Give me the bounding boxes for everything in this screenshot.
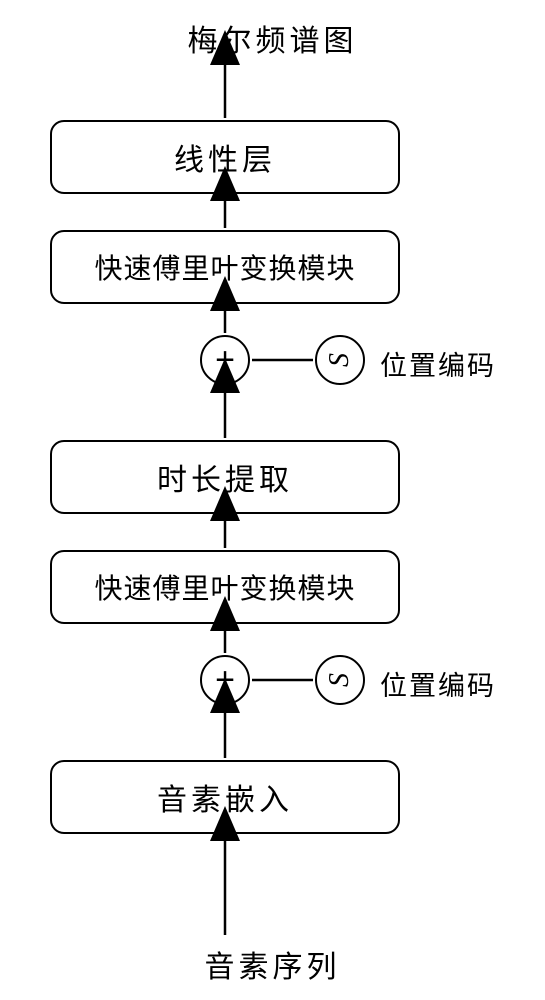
adder2-label: 位置编码 xyxy=(380,344,496,383)
adder2-label-text: 位置编码 xyxy=(380,351,496,381)
box-linear: 线性层 xyxy=(50,120,400,194)
s-icon: S xyxy=(326,673,354,687)
box-linear-label: 线性层 xyxy=(174,135,276,179)
adder1-plus: + xyxy=(200,655,250,705)
adder1-label-text: 位置编码 xyxy=(380,671,496,701)
plus-icon: + xyxy=(215,663,235,697)
output-label-text: 梅尔频谱图 xyxy=(188,25,358,58)
diagram-canvas: 梅尔频谱图 线性层 快速傅里叶变换模块 时长提取 快速傅里叶变换模块 音素嵌入 … xyxy=(0,0,545,1000)
s-icon: S xyxy=(326,353,354,367)
plus-icon: + xyxy=(215,343,235,377)
input-label-text: 音素序列 xyxy=(205,951,341,984)
box-fft2-label: 快速傅里叶变换模块 xyxy=(94,247,355,287)
adder1-s: S xyxy=(315,655,365,705)
adder2-plus: + xyxy=(200,335,250,385)
input-label: 音素序列 xyxy=(0,942,545,986)
box-fft2: 快速傅里叶变换模块 xyxy=(50,230,400,304)
box-duration-label: 时长提取 xyxy=(157,455,293,499)
box-fft1-label: 快速傅里叶变换模块 xyxy=(94,567,355,607)
box-duration: 时长提取 xyxy=(50,440,400,514)
output-label: 梅尔频谱图 xyxy=(0,16,545,60)
adder1-label: 位置编码 xyxy=(380,664,496,703)
box-embed-label: 音素嵌入 xyxy=(157,775,293,819)
box-fft1: 快速傅里叶变换模块 xyxy=(50,550,400,624)
box-embed: 音素嵌入 xyxy=(50,760,400,834)
adder2-s: S xyxy=(315,335,365,385)
